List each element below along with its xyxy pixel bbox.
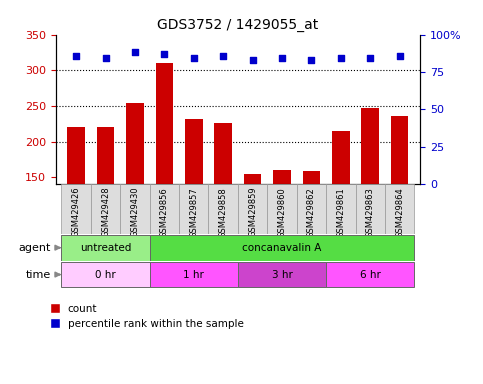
- FancyBboxPatch shape: [120, 184, 150, 234]
- Point: [131, 49, 139, 55]
- Point: [249, 57, 256, 63]
- Text: GSM429863: GSM429863: [366, 187, 375, 238]
- Title: GDS3752 / 1429055_at: GDS3752 / 1429055_at: [157, 18, 318, 32]
- Bar: [273, 170, 291, 184]
- Text: 3 hr: 3 hr: [271, 270, 292, 280]
- Bar: [97, 127, 114, 184]
- FancyBboxPatch shape: [179, 184, 209, 234]
- Text: GSM429860: GSM429860: [278, 187, 286, 238]
- Bar: [244, 174, 261, 184]
- FancyBboxPatch shape: [209, 184, 238, 234]
- Bar: [156, 63, 173, 184]
- Text: GSM429856: GSM429856: [160, 187, 169, 238]
- Bar: [214, 123, 232, 184]
- Bar: [185, 119, 202, 184]
- Legend: count, percentile rank within the sample: count, percentile rank within the sample: [51, 304, 243, 329]
- Bar: [67, 127, 85, 184]
- FancyBboxPatch shape: [326, 184, 355, 234]
- Text: agent: agent: [18, 243, 51, 253]
- Text: GSM429857: GSM429857: [189, 187, 198, 238]
- Text: GSM429862: GSM429862: [307, 187, 316, 238]
- Point: [72, 53, 80, 59]
- FancyBboxPatch shape: [385, 184, 414, 234]
- Text: untreated: untreated: [80, 243, 131, 253]
- Point: [366, 55, 374, 61]
- Text: GSM429426: GSM429426: [71, 187, 81, 237]
- Point: [190, 55, 198, 61]
- FancyBboxPatch shape: [61, 184, 91, 234]
- FancyBboxPatch shape: [150, 235, 414, 261]
- Point: [278, 55, 286, 61]
- FancyBboxPatch shape: [238, 262, 326, 288]
- Text: GSM429858: GSM429858: [219, 187, 227, 238]
- Point: [219, 53, 227, 59]
- Text: GSM429859: GSM429859: [248, 187, 257, 237]
- FancyBboxPatch shape: [267, 184, 297, 234]
- Bar: [361, 108, 379, 184]
- FancyBboxPatch shape: [91, 184, 120, 234]
- Bar: [302, 172, 320, 184]
- FancyBboxPatch shape: [326, 262, 414, 288]
- Text: 6 hr: 6 hr: [360, 270, 381, 280]
- Point: [337, 55, 345, 61]
- FancyBboxPatch shape: [61, 235, 150, 261]
- FancyBboxPatch shape: [355, 184, 385, 234]
- FancyBboxPatch shape: [238, 184, 267, 234]
- Point: [160, 51, 168, 57]
- Text: concanavalin A: concanavalin A: [242, 243, 322, 253]
- FancyBboxPatch shape: [150, 184, 179, 234]
- Point: [396, 53, 403, 59]
- Bar: [126, 103, 144, 184]
- Bar: [391, 116, 409, 184]
- Text: GSM429864: GSM429864: [395, 187, 404, 238]
- Point: [308, 57, 315, 63]
- Text: time: time: [26, 270, 51, 280]
- Text: GSM429430: GSM429430: [130, 187, 140, 237]
- FancyBboxPatch shape: [297, 184, 326, 234]
- Bar: [332, 131, 350, 184]
- Text: GSM429428: GSM429428: [101, 187, 110, 237]
- FancyBboxPatch shape: [61, 262, 150, 288]
- Text: 0 hr: 0 hr: [95, 270, 116, 280]
- Text: 1 hr: 1 hr: [184, 270, 204, 280]
- Text: GSM429861: GSM429861: [336, 187, 345, 238]
- FancyBboxPatch shape: [150, 262, 238, 288]
- Point: [102, 55, 110, 61]
